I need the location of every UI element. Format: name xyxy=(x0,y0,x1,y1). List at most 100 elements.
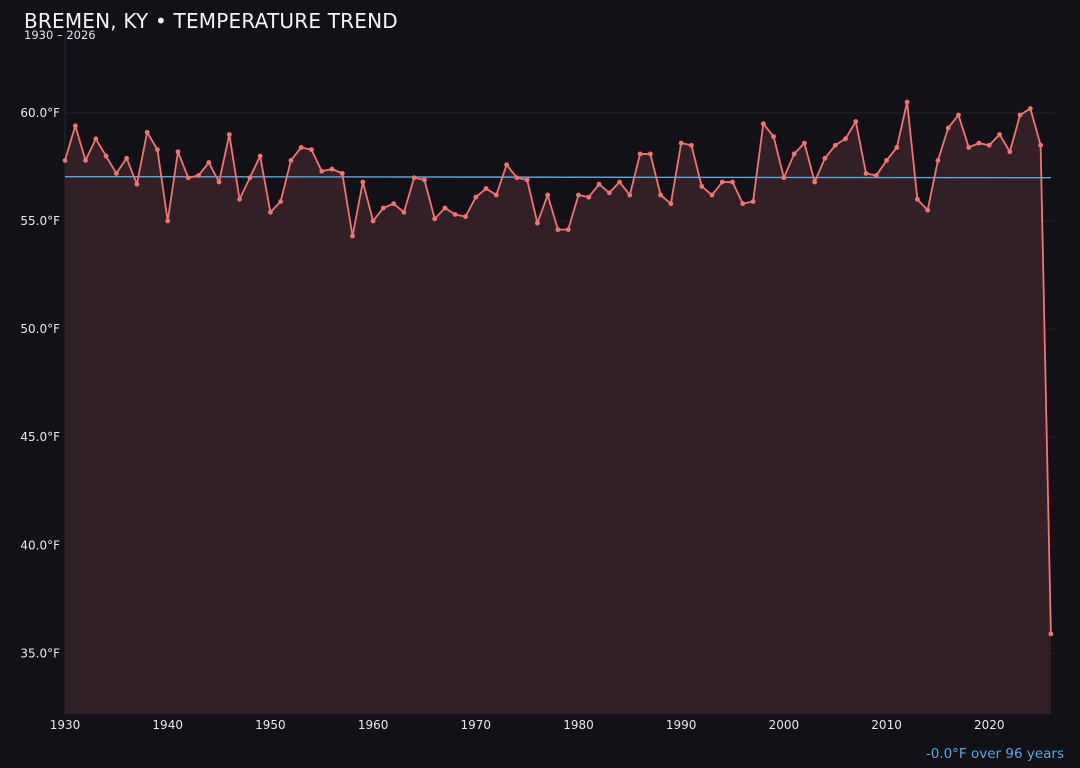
data-point xyxy=(380,205,386,211)
data-point xyxy=(267,209,273,215)
y-tick-label: 50.0°F xyxy=(20,322,60,336)
y-tick-label: 60.0°F xyxy=(20,106,60,120)
data-point xyxy=(863,170,869,176)
data-point xyxy=(493,192,499,198)
x-axis-ticks: 1930 1940 1950 1960 1970 1980 1990 2000 2010 2020 xyxy=(50,718,1005,732)
data-point xyxy=(422,177,427,183)
data-point xyxy=(689,142,694,148)
data-point xyxy=(627,192,633,198)
data-point xyxy=(976,140,982,146)
data-point xyxy=(565,227,571,233)
data-point xyxy=(668,201,674,207)
x-tick-label: 2020 xyxy=(974,718,1005,732)
data-point xyxy=(699,183,705,189)
data-point xyxy=(853,119,859,124)
data-point xyxy=(206,160,212,165)
data-point xyxy=(432,216,438,222)
data-point xyxy=(832,142,838,148)
data-point xyxy=(576,192,581,198)
data-point xyxy=(925,207,931,213)
data-point xyxy=(986,142,992,148)
data-point xyxy=(175,149,181,155)
data-point xyxy=(237,196,242,202)
data-point xyxy=(196,173,201,178)
data-point xyxy=(452,212,458,217)
data-point xyxy=(370,218,376,224)
data-point xyxy=(298,145,304,150)
data-point xyxy=(411,175,417,181)
data-point xyxy=(945,125,951,131)
chart-title: BREMEN, KY • TEMPERATURE TREND xyxy=(24,9,398,33)
data-point xyxy=(442,205,448,211)
data-point xyxy=(185,175,191,181)
data-point xyxy=(750,199,756,204)
data-point xyxy=(617,179,622,185)
data-point xyxy=(678,140,684,146)
data-points xyxy=(62,99,1054,637)
data-point xyxy=(894,145,900,150)
data-point xyxy=(62,158,68,163)
x-tick-label: 1930 xyxy=(50,718,81,732)
data-point xyxy=(956,112,961,118)
data-point xyxy=(1017,112,1023,118)
data-point xyxy=(360,179,366,185)
data-point xyxy=(647,151,653,157)
data-point xyxy=(535,220,540,226)
data-point xyxy=(781,175,787,181)
data-point xyxy=(760,121,766,127)
data-point xyxy=(822,155,828,161)
x-tick-label: 1980 xyxy=(563,718,594,732)
x-tick-label: 2010 xyxy=(871,718,902,732)
data-point xyxy=(93,136,99,142)
data-point xyxy=(278,199,284,204)
data-point xyxy=(401,209,407,215)
data-point xyxy=(873,173,879,178)
data-point xyxy=(226,132,232,137)
data-point xyxy=(473,194,479,200)
data-point xyxy=(524,177,530,183)
data-point xyxy=(483,186,489,191)
data-point xyxy=(391,201,397,207)
data-point xyxy=(155,147,160,153)
data-point xyxy=(83,158,88,163)
data-point xyxy=(843,136,848,142)
y-tick-label: 40.0°F xyxy=(20,538,60,552)
data-point xyxy=(165,218,171,224)
data-point xyxy=(730,179,735,185)
area-fill xyxy=(65,102,1051,715)
data-point xyxy=(350,233,355,239)
data-point xyxy=(606,190,612,196)
y-tick-label: 45.0°F xyxy=(20,430,60,444)
data-point xyxy=(740,201,746,207)
data-point xyxy=(1048,631,1054,637)
data-point xyxy=(771,134,777,140)
data-point xyxy=(216,179,222,185)
y-axis-ticks: 35.0°F 40.0°F 45.0°F 50.0°F 55.0°F 60.0°F xyxy=(20,106,60,661)
x-tick-label: 1990 xyxy=(666,718,697,732)
data-point xyxy=(124,155,130,161)
data-point xyxy=(514,175,520,181)
data-point xyxy=(463,214,468,220)
x-tick-label: 2000 xyxy=(769,718,800,732)
data-point xyxy=(637,151,643,157)
data-point xyxy=(144,129,150,135)
data-point xyxy=(113,170,119,176)
trend-line xyxy=(64,175,1051,179)
x-tick-label: 1960 xyxy=(358,718,389,732)
data-point xyxy=(997,132,1002,137)
data-point xyxy=(329,166,335,172)
chart-subtitle: 1930 – 2026 xyxy=(24,28,96,42)
data-point xyxy=(555,227,561,233)
data-point xyxy=(545,192,551,198)
data-point xyxy=(339,170,345,176)
data-point xyxy=(288,158,294,163)
data-point xyxy=(247,175,253,181)
data-point xyxy=(791,151,797,157)
data-point xyxy=(884,158,889,163)
y-tick-label: 55.0°F xyxy=(20,214,60,228)
data-point xyxy=(309,147,314,153)
x-tick-label: 1970 xyxy=(461,718,492,732)
data-point xyxy=(72,123,78,129)
data-point xyxy=(935,158,941,163)
y-tick-label: 35.0°F xyxy=(20,646,60,660)
